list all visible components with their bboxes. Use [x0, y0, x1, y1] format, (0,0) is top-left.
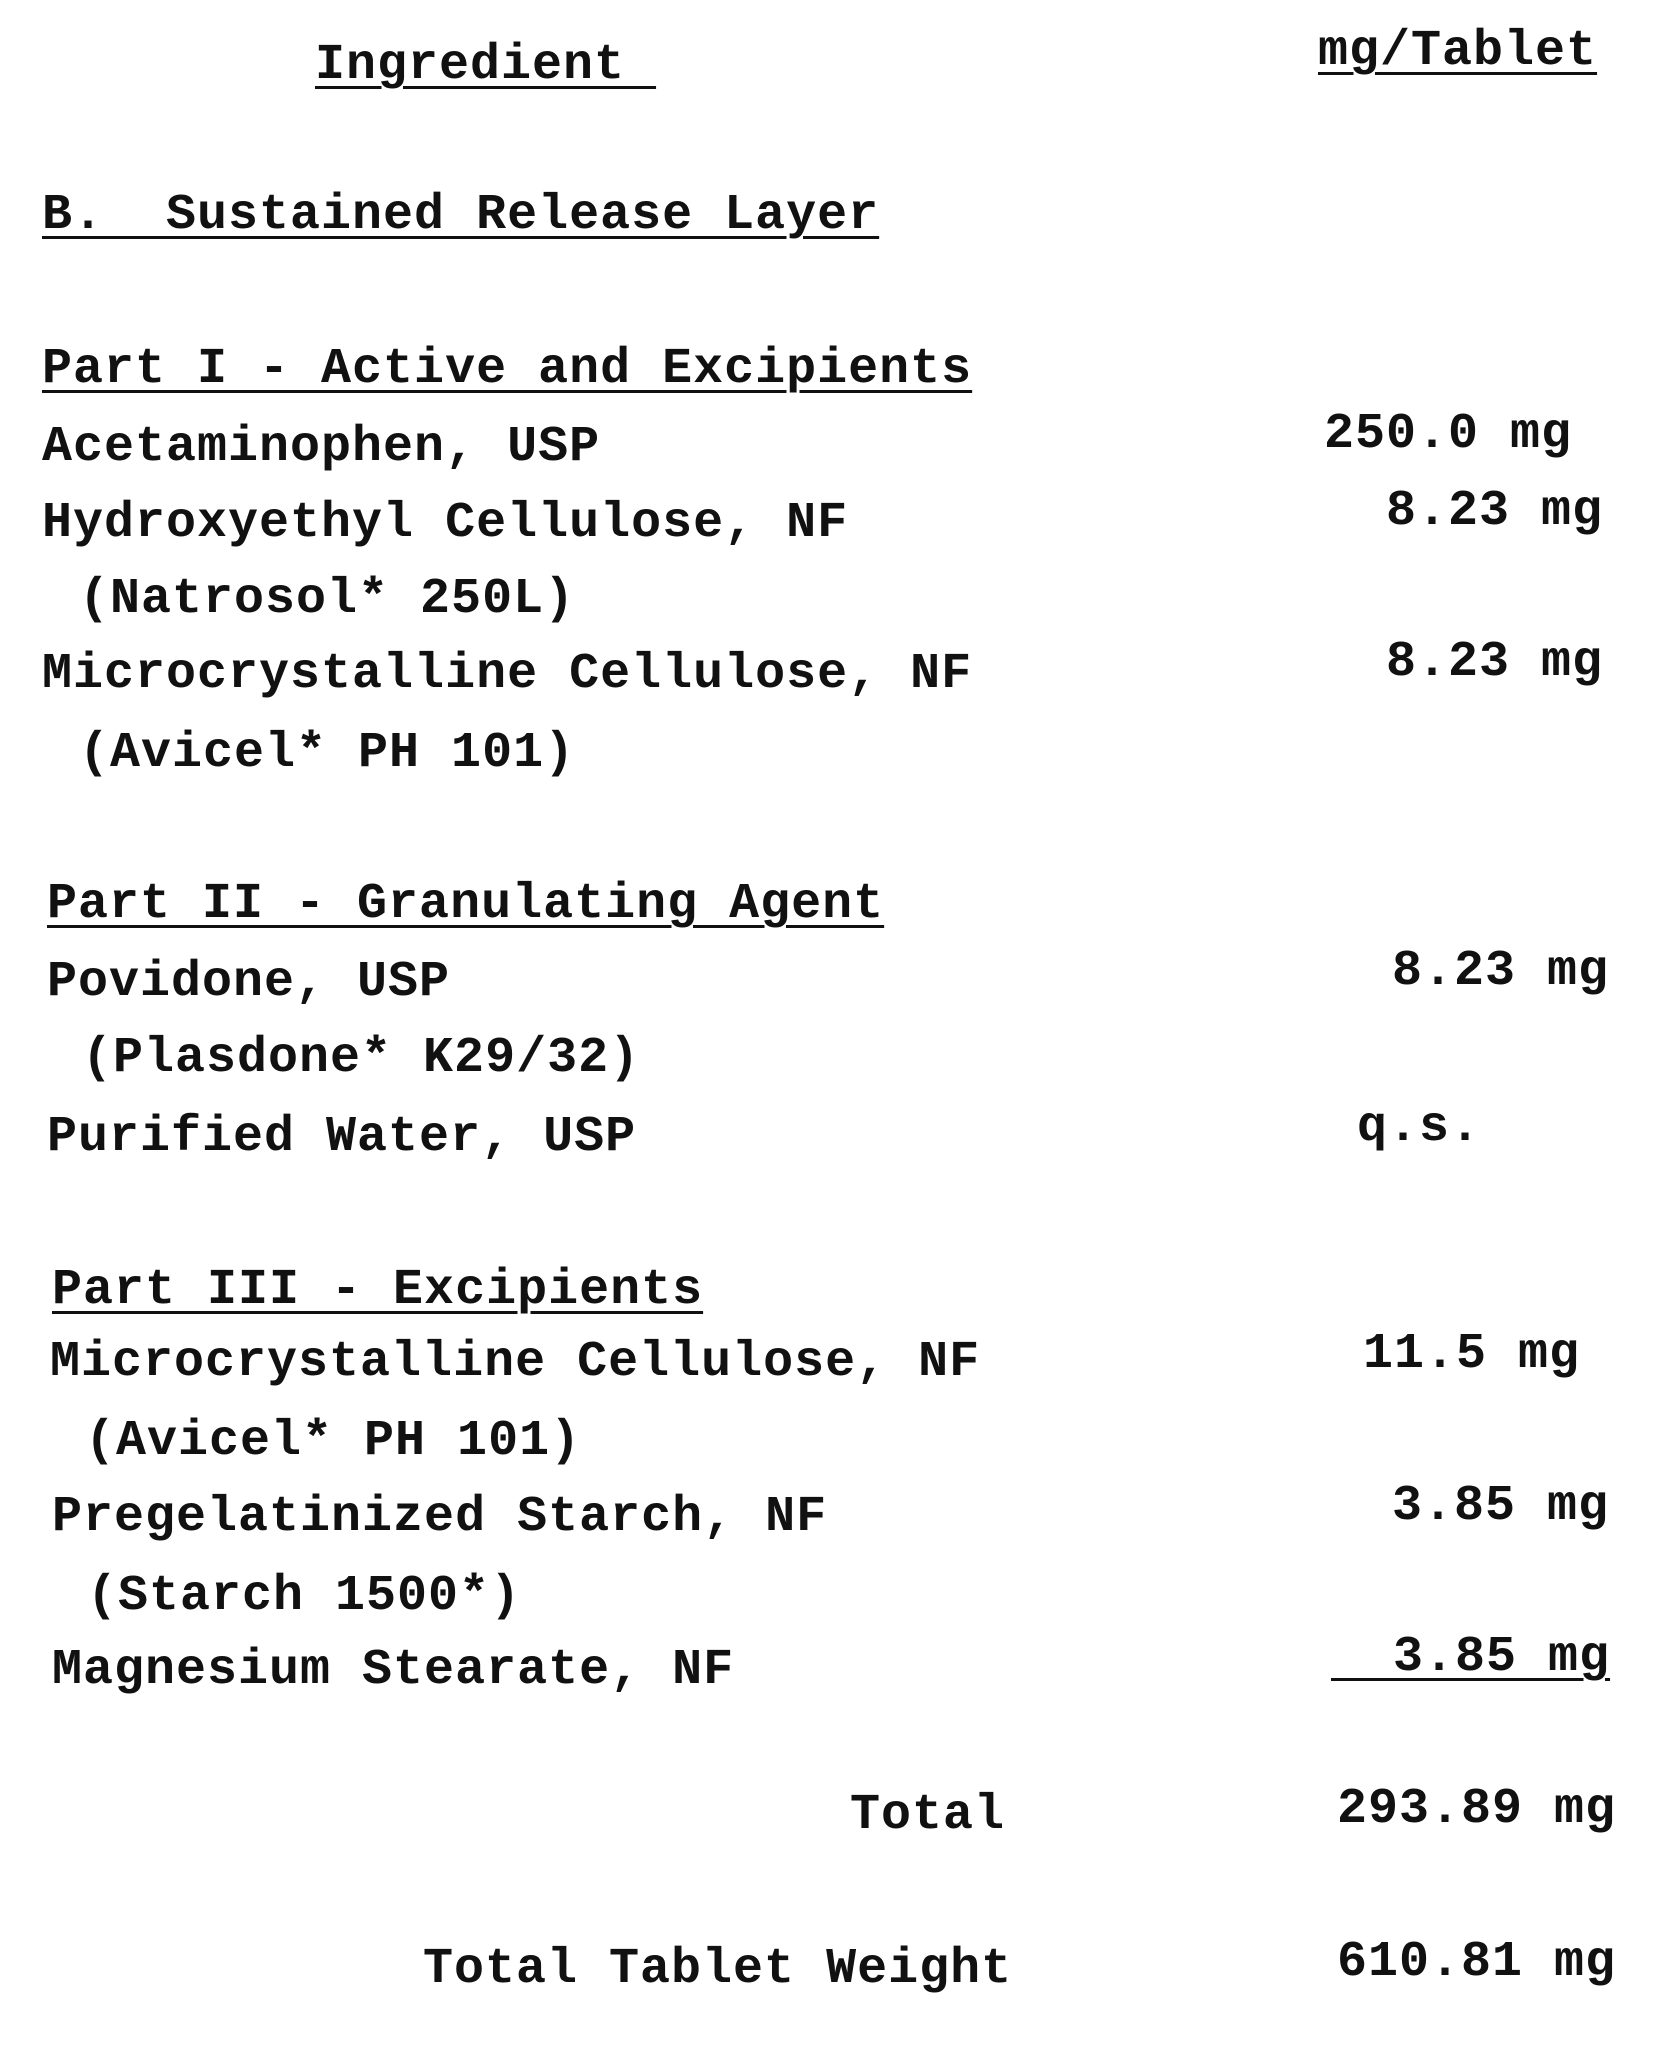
part-2-title: Part II - Granulating Agent: [47, 875, 884, 935]
ingredient-trade-name: (Avicel* PH 101): [79, 724, 575, 784]
ingredient-amount: 3.85 mg: [1331, 1628, 1610, 1688]
ingredient-name: Pregelatinized Starch, NF: [52, 1488, 827, 1548]
ingredient-header: Ingredient: [315, 36, 656, 96]
total-value: 293.89 mg: [1337, 1780, 1616, 1840]
ingredient-trade-name: (Starch 1500*): [87, 1567, 521, 1627]
ingredient-amount: q.s.: [1357, 1098, 1481, 1158]
ingredient-trade-name: (Plasdone* K29/32): [82, 1029, 640, 1089]
total-tablet-weight-label: Total Tablet Weight: [423, 1940, 1012, 2000]
ingredient-amount: 8.23 mg: [1386, 633, 1603, 693]
ingredient-name: Acetaminophen, USP: [42, 418, 600, 478]
ingredient-amount: 3.85 mg: [1392, 1477, 1609, 1537]
ingredient-name: Magnesium Stearate, NF: [52, 1641, 734, 1701]
ingredient-name: Microcrystalline Cellulose, NF: [42, 645, 972, 705]
ingredient-amount: 250.0 mg: [1324, 405, 1572, 465]
ingredient-name: Purified Water, USP: [47, 1108, 636, 1168]
section-title: B. Sustained Release Layer: [42, 186, 879, 246]
part-3-title: Part III - Excipients: [52, 1261, 703, 1321]
ingredient-trade-name: (Avicel* PH 101): [85, 1412, 581, 1472]
ingredient-name: Povidone, USP: [47, 953, 450, 1013]
ingredient-trade-name: (Natrosol* 250L): [79, 570, 575, 630]
total-tablet-weight-value: 610.81 mg: [1337, 1933, 1616, 1993]
total-label: Total: [850, 1786, 1005, 1846]
ingredient-name: Hydroxyethyl Cellulose, NF: [42, 494, 848, 554]
part-1-title: Part I - Active and Excipients: [42, 340, 972, 400]
ingredient-name: Microcrystalline Cellulose, NF: [50, 1333, 980, 1393]
mg-per-tablet-header: mg/Tablet: [1318, 22, 1597, 82]
ingredient-amount: 8.23 mg: [1392, 942, 1609, 1002]
ingredient-amount: 8.23 mg: [1386, 482, 1603, 542]
ingredient-amount: 11.5 mg: [1363, 1325, 1580, 1385]
